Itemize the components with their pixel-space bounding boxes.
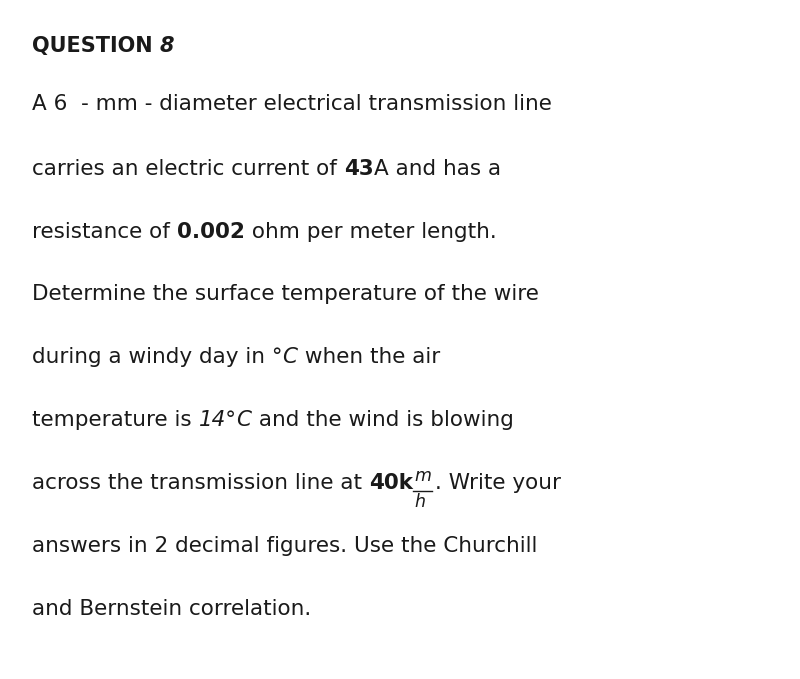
Text: Determine the surface temperature of the wire: Determine the surface temperature of the… [32, 284, 539, 304]
Text: answers in 2 decimal figures. Use the Churchill: answers in 2 decimal figures. Use the Ch… [32, 536, 538, 556]
Text: 0.002: 0.002 [177, 222, 245, 242]
Text: A and has a: A and has a [374, 159, 501, 179]
Text: ohm per meter length.: ohm per meter length. [245, 222, 496, 242]
Text: C: C [282, 347, 298, 367]
Text: carries an electric current of: carries an electric current of [32, 159, 344, 179]
Text: resistance of: resistance of [32, 222, 177, 242]
Text: during a windy day in °: during a windy day in ° [32, 347, 282, 367]
Text: 14°: 14° [198, 410, 237, 430]
Text: and the wind is blowing: and the wind is blowing [251, 410, 514, 430]
Text: 40k: 40k [369, 473, 413, 493]
Text: 43: 43 [344, 159, 374, 179]
Text: m: m [415, 467, 432, 485]
Text: across the transmission line at: across the transmission line at [32, 473, 369, 493]
Text: when the air: when the air [298, 347, 440, 367]
Text: 8: 8 [160, 36, 174, 56]
Text: C: C [237, 410, 251, 430]
Text: QUESTION: QUESTION [32, 36, 160, 56]
Text: temperature is: temperature is [32, 410, 198, 430]
Text: h: h [415, 493, 426, 511]
Text: . Write your: . Write your [434, 473, 561, 493]
Text: and Bernstein correlation.: and Bernstein correlation. [32, 599, 311, 619]
Text: A 6  - mm - diameter electrical transmission line: A 6 - mm - diameter electrical transmiss… [32, 94, 552, 114]
